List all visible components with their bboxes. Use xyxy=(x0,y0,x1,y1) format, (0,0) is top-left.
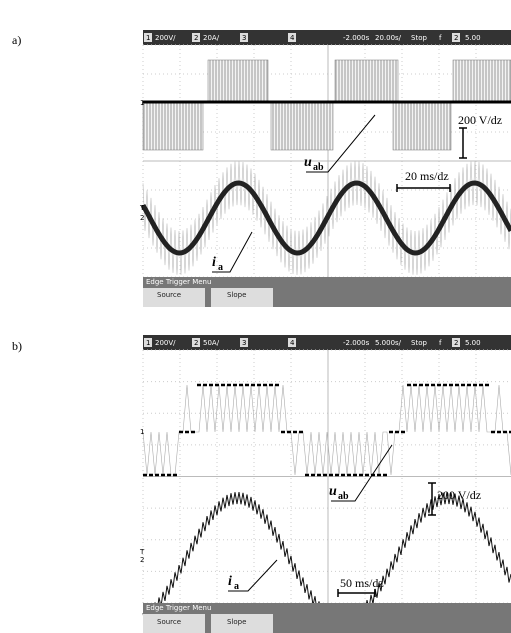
voltage-symbol: u xyxy=(329,484,337,499)
menu-title: Edge Trigger Menu xyxy=(146,278,211,286)
voltage-scale: 200 V/dz xyxy=(437,488,481,502)
status-mode: Stop xyxy=(411,34,427,42)
status-timebase: 5.000s/ xyxy=(375,339,402,347)
menu-slope[interactable]: Slope xyxy=(227,618,246,626)
panel-label: a) xyxy=(12,33,21,47)
scope-screen: Edge Trigger Menu Source Slope 1 200V/2 20… xyxy=(139,30,511,307)
status-trig-level: 5.00 xyxy=(465,34,481,42)
pwm-block xyxy=(393,102,451,150)
status-trig-level: 5.00 xyxy=(465,339,481,347)
status-delay: -2.000s xyxy=(343,34,370,42)
current-symbol: i xyxy=(212,255,216,270)
menu-source[interactable]: Source xyxy=(157,618,181,626)
pwm-block xyxy=(453,60,511,102)
status-ch2: 2 xyxy=(194,34,198,42)
current-subscript: a xyxy=(234,581,239,592)
ch1-marker: 1 xyxy=(140,99,144,107)
status-ch2-scale: 20A/ xyxy=(203,34,220,42)
time-scale: 50 ms/dz xyxy=(340,576,384,590)
voltage-subscript: ab xyxy=(313,162,324,173)
menu-source[interactable]: Source xyxy=(157,291,181,299)
current-symbol: i xyxy=(228,574,232,589)
panel-label: b) xyxy=(12,339,22,353)
status-ch1: 1 xyxy=(146,339,150,347)
status-ch2-scale: 50A/ xyxy=(203,339,220,347)
ch1-marker: 1 xyxy=(140,428,144,436)
status-timebase: 20.00s/ xyxy=(375,34,402,42)
status-ch1-scale: 200V/ xyxy=(155,339,176,347)
status-mode: Stop xyxy=(411,339,427,347)
menu-slope[interactable]: Slope xyxy=(227,291,246,299)
pwm-block xyxy=(271,102,333,150)
status-ch1-scale: 200V/ xyxy=(155,34,176,42)
status-ch4: 4 xyxy=(290,34,295,42)
screen-bg xyxy=(143,335,511,633)
page: {"panels": [ {"label": "a)", "status_bar… xyxy=(0,0,511,633)
voltage-scale: 200 V/dz xyxy=(458,113,502,127)
time-scale: 20 ms/dz xyxy=(405,169,449,183)
status-trig-ch: 2 xyxy=(454,34,458,42)
pwm-block xyxy=(208,60,268,102)
menu-title: Edge Trigger Menu xyxy=(146,604,211,612)
status-delay: -2.000s xyxy=(343,339,370,347)
status-ch1: 1 xyxy=(146,34,150,42)
status-ch2: 2 xyxy=(194,339,198,347)
scope-screen: Edge Trigger Menu Source Slope 1 200V/2 50… xyxy=(139,335,511,633)
ch2-marker: 2 xyxy=(140,214,144,222)
ch2-marker: 2 xyxy=(140,556,144,564)
voltage-subscript: ab xyxy=(338,491,349,502)
status-ch3: 3 xyxy=(242,34,246,42)
status-ch3: 3 xyxy=(242,339,246,347)
pwm-block xyxy=(335,60,398,102)
current-subscript: a xyxy=(218,262,223,273)
trig-marker: T xyxy=(139,204,145,212)
voltage-symbol: u xyxy=(304,155,312,170)
figure: a) Edge Trigger Menu Source Slope 1 200V/… xyxy=(0,0,511,633)
status-trig-ch: 2 xyxy=(454,339,458,347)
trig-marker: T xyxy=(139,548,145,556)
status-ch4: 4 xyxy=(290,339,295,347)
pwm-block xyxy=(143,102,203,150)
